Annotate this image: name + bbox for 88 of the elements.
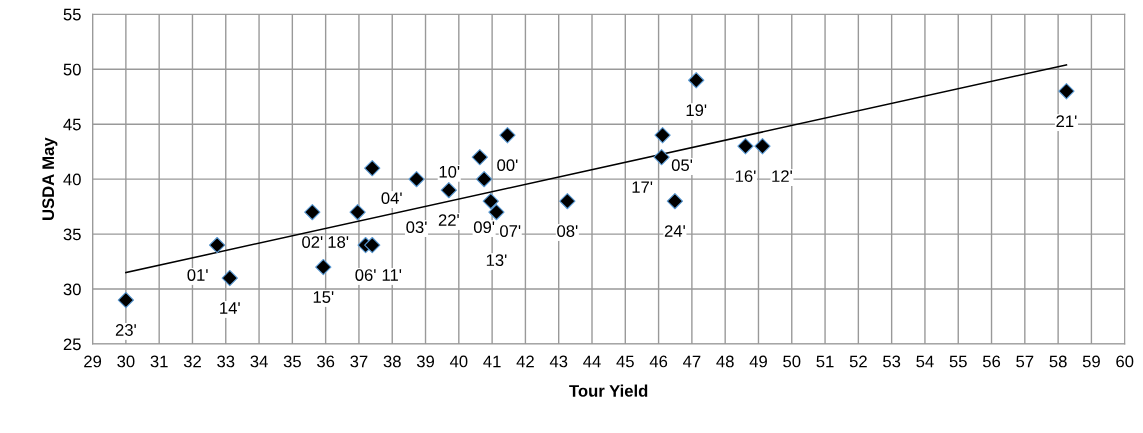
x-tick-label: 33: [217, 355, 235, 368]
x-tick-label: 41: [483, 355, 501, 368]
x-tick-label: 55: [949, 355, 967, 368]
x-tick-label: 47: [683, 355, 701, 368]
x-tick-label: 59: [1082, 355, 1100, 368]
x-tick-label: 39: [416, 355, 435, 368]
annotation: 16': [735, 170, 756, 183]
annotation: 12': [772, 170, 792, 182]
x-tick-label: 54: [916, 355, 934, 368]
annotation: 09': [473, 221, 495, 234]
annotation: 01': [187, 269, 208, 281]
y-tick-label: 40: [63, 173, 81, 186]
point: [488, 203, 505, 221]
point: [364, 160, 381, 177]
point: [1058, 83, 1075, 100]
y-tick-label: 50: [63, 63, 81, 76]
point: [364, 236, 381, 254]
point: [208, 236, 226, 254]
point: [315, 258, 332, 276]
y-axis-title: USDA May: [42, 137, 58, 220]
point: [440, 181, 457, 199]
annotation: 15': [313, 291, 334, 303]
x-tick-label: 58: [1049, 355, 1067, 368]
point: [654, 127, 671, 144]
annotation: 07': [500, 225, 521, 237]
x-tick-label: 37: [350, 355, 368, 368]
point: [304, 203, 321, 221]
point: [737, 138, 754, 155]
x-tick-label: 31: [150, 355, 168, 368]
annotation: 11': [382, 269, 402, 281]
x-tick-label: 53: [883, 355, 901, 368]
y-tick-label: 30: [63, 283, 81, 296]
x-tick-label: 35: [283, 355, 301, 368]
y-tick-label: 25: [63, 338, 81, 351]
annotation: 03': [406, 221, 427, 234]
annotation: 10': [439, 165, 460, 178]
y-tick-label: 45: [63, 118, 81, 131]
annotation: 14': [220, 302, 240, 314]
x-tick-label: 52: [849, 355, 867, 368]
x-tick-label: 40: [449, 355, 468, 368]
x-tick-label: 51: [816, 355, 834, 368]
x-tick-label: 29: [84, 355, 102, 368]
x-tick-label: 48: [716, 355, 734, 368]
x-tick-label: 30: [117, 355, 135, 368]
point: [653, 149, 670, 166]
x-tick-label: 57: [1016, 355, 1034, 368]
point: [499, 127, 516, 144]
annotation: 22': [438, 214, 459, 226]
x-tick-label: 43: [549, 355, 568, 368]
point: [349, 203, 366, 221]
x-tick-label: 50: [783, 355, 801, 368]
x-tick-label: 32: [183, 355, 201, 368]
x-tick-label: 38: [383, 355, 401, 368]
x-tick-label: 60: [1116, 355, 1134, 368]
point: [475, 170, 493, 188]
y-tick-label: 35: [63, 228, 81, 241]
annotation: 19': [686, 104, 707, 117]
point: [666, 192, 684, 210]
annotation: 17': [632, 181, 653, 193]
annotation: 02': [302, 236, 323, 248]
annotation: 18': [328, 236, 349, 248]
annotation: 24': [664, 225, 685, 237]
point: [221, 269, 238, 287]
x-tick-label: 36: [317, 355, 335, 368]
annotation: 06': [355, 269, 376, 281]
annotation: 00': [497, 159, 518, 172]
annotation: 05': [671, 159, 693, 172]
point: [117, 291, 135, 309]
annotation: 13': [486, 254, 507, 267]
annotation: 08': [557, 225, 578, 237]
annotation: 21': [1056, 115, 1077, 127]
x-tick-label: 44: [583, 355, 601, 368]
point: [471, 149, 488, 166]
point: [559, 192, 576, 210]
annotation: 04': [381, 192, 402, 205]
x-tick-label: 45: [616, 355, 634, 368]
x-tick-label: 49: [749, 355, 767, 368]
annotation: 23': [115, 324, 136, 336]
x-tick-label: 42: [516, 355, 534, 368]
x-tick-label: 34: [250, 355, 268, 368]
x-axis-title: Tour Yield: [569, 384, 648, 397]
point: [482, 192, 499, 210]
y-tick-label: 55: [63, 8, 81, 21]
x-tick-label: 56: [982, 355, 1001, 368]
point: [754, 138, 771, 155]
point: [688, 72, 705, 89]
x-tick-label: 46: [649, 355, 668, 368]
point: [408, 170, 425, 188]
